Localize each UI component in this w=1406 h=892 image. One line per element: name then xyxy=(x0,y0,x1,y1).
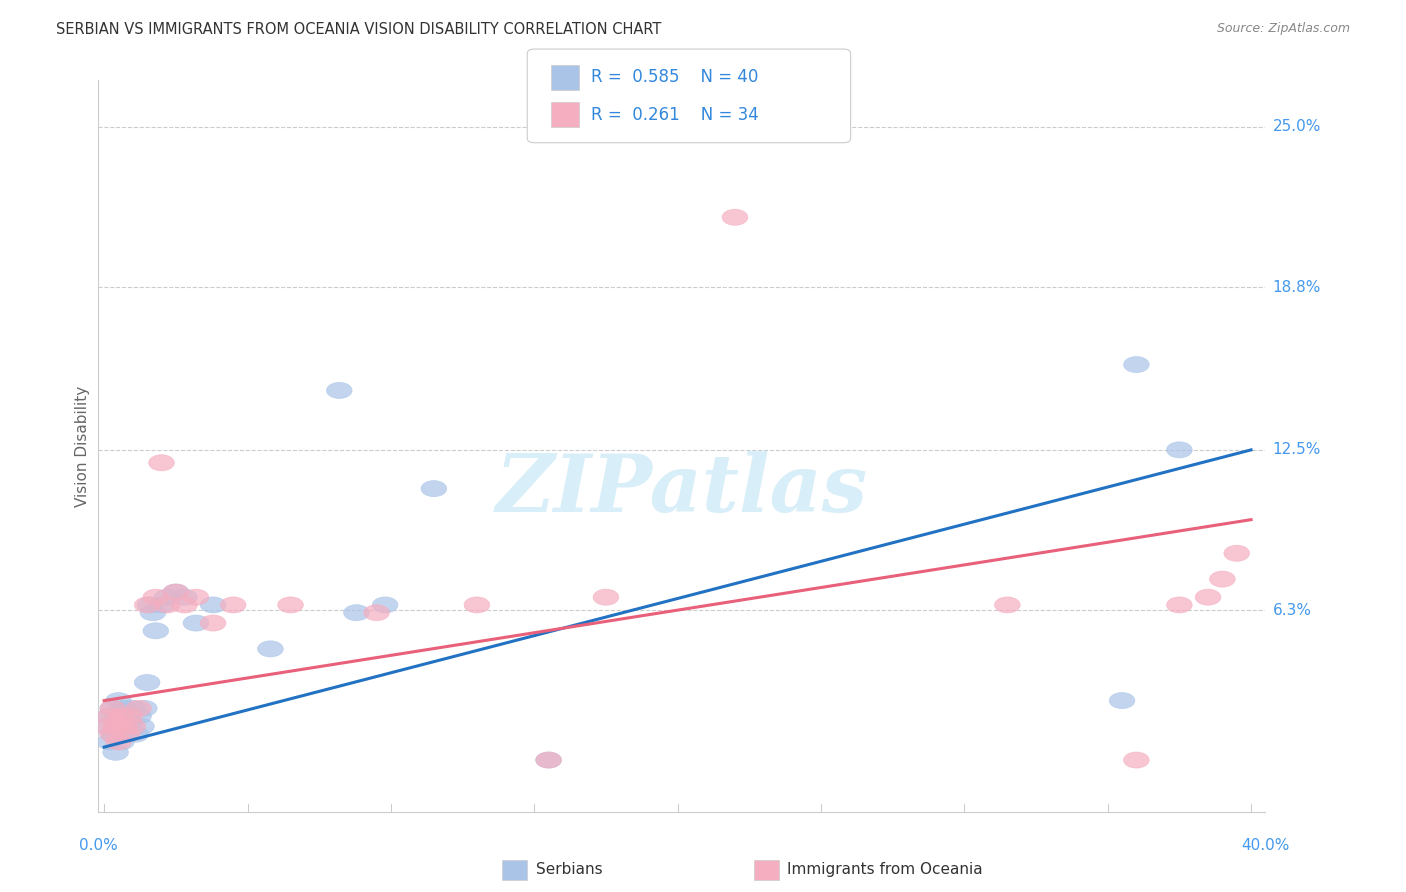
Ellipse shape xyxy=(97,734,122,750)
Ellipse shape xyxy=(326,383,352,399)
Ellipse shape xyxy=(103,744,128,760)
Ellipse shape xyxy=(183,589,208,606)
Text: 0.0%: 0.0% xyxy=(79,838,118,854)
Ellipse shape xyxy=(117,714,143,730)
Ellipse shape xyxy=(1167,442,1192,458)
Ellipse shape xyxy=(128,718,155,734)
Ellipse shape xyxy=(108,708,134,724)
Ellipse shape xyxy=(100,700,125,716)
Ellipse shape xyxy=(172,589,197,606)
Ellipse shape xyxy=(111,718,136,734)
Ellipse shape xyxy=(117,708,143,724)
Ellipse shape xyxy=(94,718,120,734)
Ellipse shape xyxy=(200,615,226,632)
Ellipse shape xyxy=(100,726,125,742)
Ellipse shape xyxy=(103,714,128,730)
Ellipse shape xyxy=(364,605,389,621)
Ellipse shape xyxy=(1167,597,1192,613)
Ellipse shape xyxy=(114,708,141,724)
Ellipse shape xyxy=(111,700,136,716)
Ellipse shape xyxy=(163,584,188,600)
Ellipse shape xyxy=(100,700,125,716)
Text: SERBIAN VS IMMIGRANTS FROM OCEANIA VISION DISABILITY CORRELATION CHART: SERBIAN VS IMMIGRANTS FROM OCEANIA VISIO… xyxy=(56,22,662,37)
Ellipse shape xyxy=(141,605,166,621)
Text: Source: ZipAtlas.com: Source: ZipAtlas.com xyxy=(1216,22,1350,36)
Ellipse shape xyxy=(257,640,283,657)
Ellipse shape xyxy=(105,723,131,739)
Ellipse shape xyxy=(536,752,561,768)
Ellipse shape xyxy=(103,718,128,734)
Ellipse shape xyxy=(120,718,146,734)
Ellipse shape xyxy=(143,589,169,606)
Ellipse shape xyxy=(994,597,1021,613)
Ellipse shape xyxy=(114,726,141,742)
Text: 18.8%: 18.8% xyxy=(1272,279,1320,294)
Ellipse shape xyxy=(108,734,134,750)
Ellipse shape xyxy=(122,726,149,742)
Ellipse shape xyxy=(1123,752,1149,768)
Ellipse shape xyxy=(100,726,125,742)
Text: Immigrants from Oceania: Immigrants from Oceania xyxy=(787,863,983,877)
Text: Serbians: Serbians xyxy=(536,863,602,877)
Ellipse shape xyxy=(420,481,447,497)
Ellipse shape xyxy=(172,597,197,613)
Ellipse shape xyxy=(114,726,141,742)
Ellipse shape xyxy=(163,584,188,600)
Ellipse shape xyxy=(183,615,208,632)
Ellipse shape xyxy=(105,692,131,708)
Ellipse shape xyxy=(1195,589,1220,606)
Ellipse shape xyxy=(94,718,120,734)
Ellipse shape xyxy=(97,708,122,724)
Ellipse shape xyxy=(149,597,174,613)
Text: 25.0%: 25.0% xyxy=(1272,120,1320,135)
Ellipse shape xyxy=(200,597,226,613)
Ellipse shape xyxy=(135,674,160,690)
Text: 6.3%: 6.3% xyxy=(1272,603,1312,617)
Ellipse shape xyxy=(464,597,489,613)
Ellipse shape xyxy=(143,623,169,639)
Ellipse shape xyxy=(135,597,160,613)
Ellipse shape xyxy=(343,605,370,621)
Ellipse shape xyxy=(111,718,136,734)
Ellipse shape xyxy=(723,210,748,226)
Ellipse shape xyxy=(125,708,152,724)
Ellipse shape xyxy=(125,700,152,716)
Ellipse shape xyxy=(278,597,304,613)
Ellipse shape xyxy=(105,714,131,730)
Ellipse shape xyxy=(1209,571,1236,587)
Ellipse shape xyxy=(138,597,163,613)
Ellipse shape xyxy=(155,597,180,613)
Ellipse shape xyxy=(1223,545,1250,561)
Y-axis label: Vision Disability: Vision Disability xyxy=(75,385,90,507)
Ellipse shape xyxy=(105,734,131,750)
Ellipse shape xyxy=(155,589,180,606)
Text: 12.5%: 12.5% xyxy=(1272,442,1320,458)
Ellipse shape xyxy=(536,752,561,768)
Text: ZIPatlas: ZIPatlas xyxy=(496,451,868,529)
Text: R =  0.585    N = 40: R = 0.585 N = 40 xyxy=(591,69,758,87)
Ellipse shape xyxy=(1123,357,1149,373)
Ellipse shape xyxy=(593,589,619,606)
Ellipse shape xyxy=(131,700,157,716)
Ellipse shape xyxy=(108,708,134,724)
Ellipse shape xyxy=(1109,692,1135,708)
Ellipse shape xyxy=(221,597,246,613)
Ellipse shape xyxy=(120,700,146,716)
Text: R =  0.261    N = 34: R = 0.261 N = 34 xyxy=(591,105,758,123)
Ellipse shape xyxy=(97,708,122,724)
Text: 40.0%: 40.0% xyxy=(1241,838,1289,854)
Ellipse shape xyxy=(149,455,174,471)
Ellipse shape xyxy=(373,597,398,613)
